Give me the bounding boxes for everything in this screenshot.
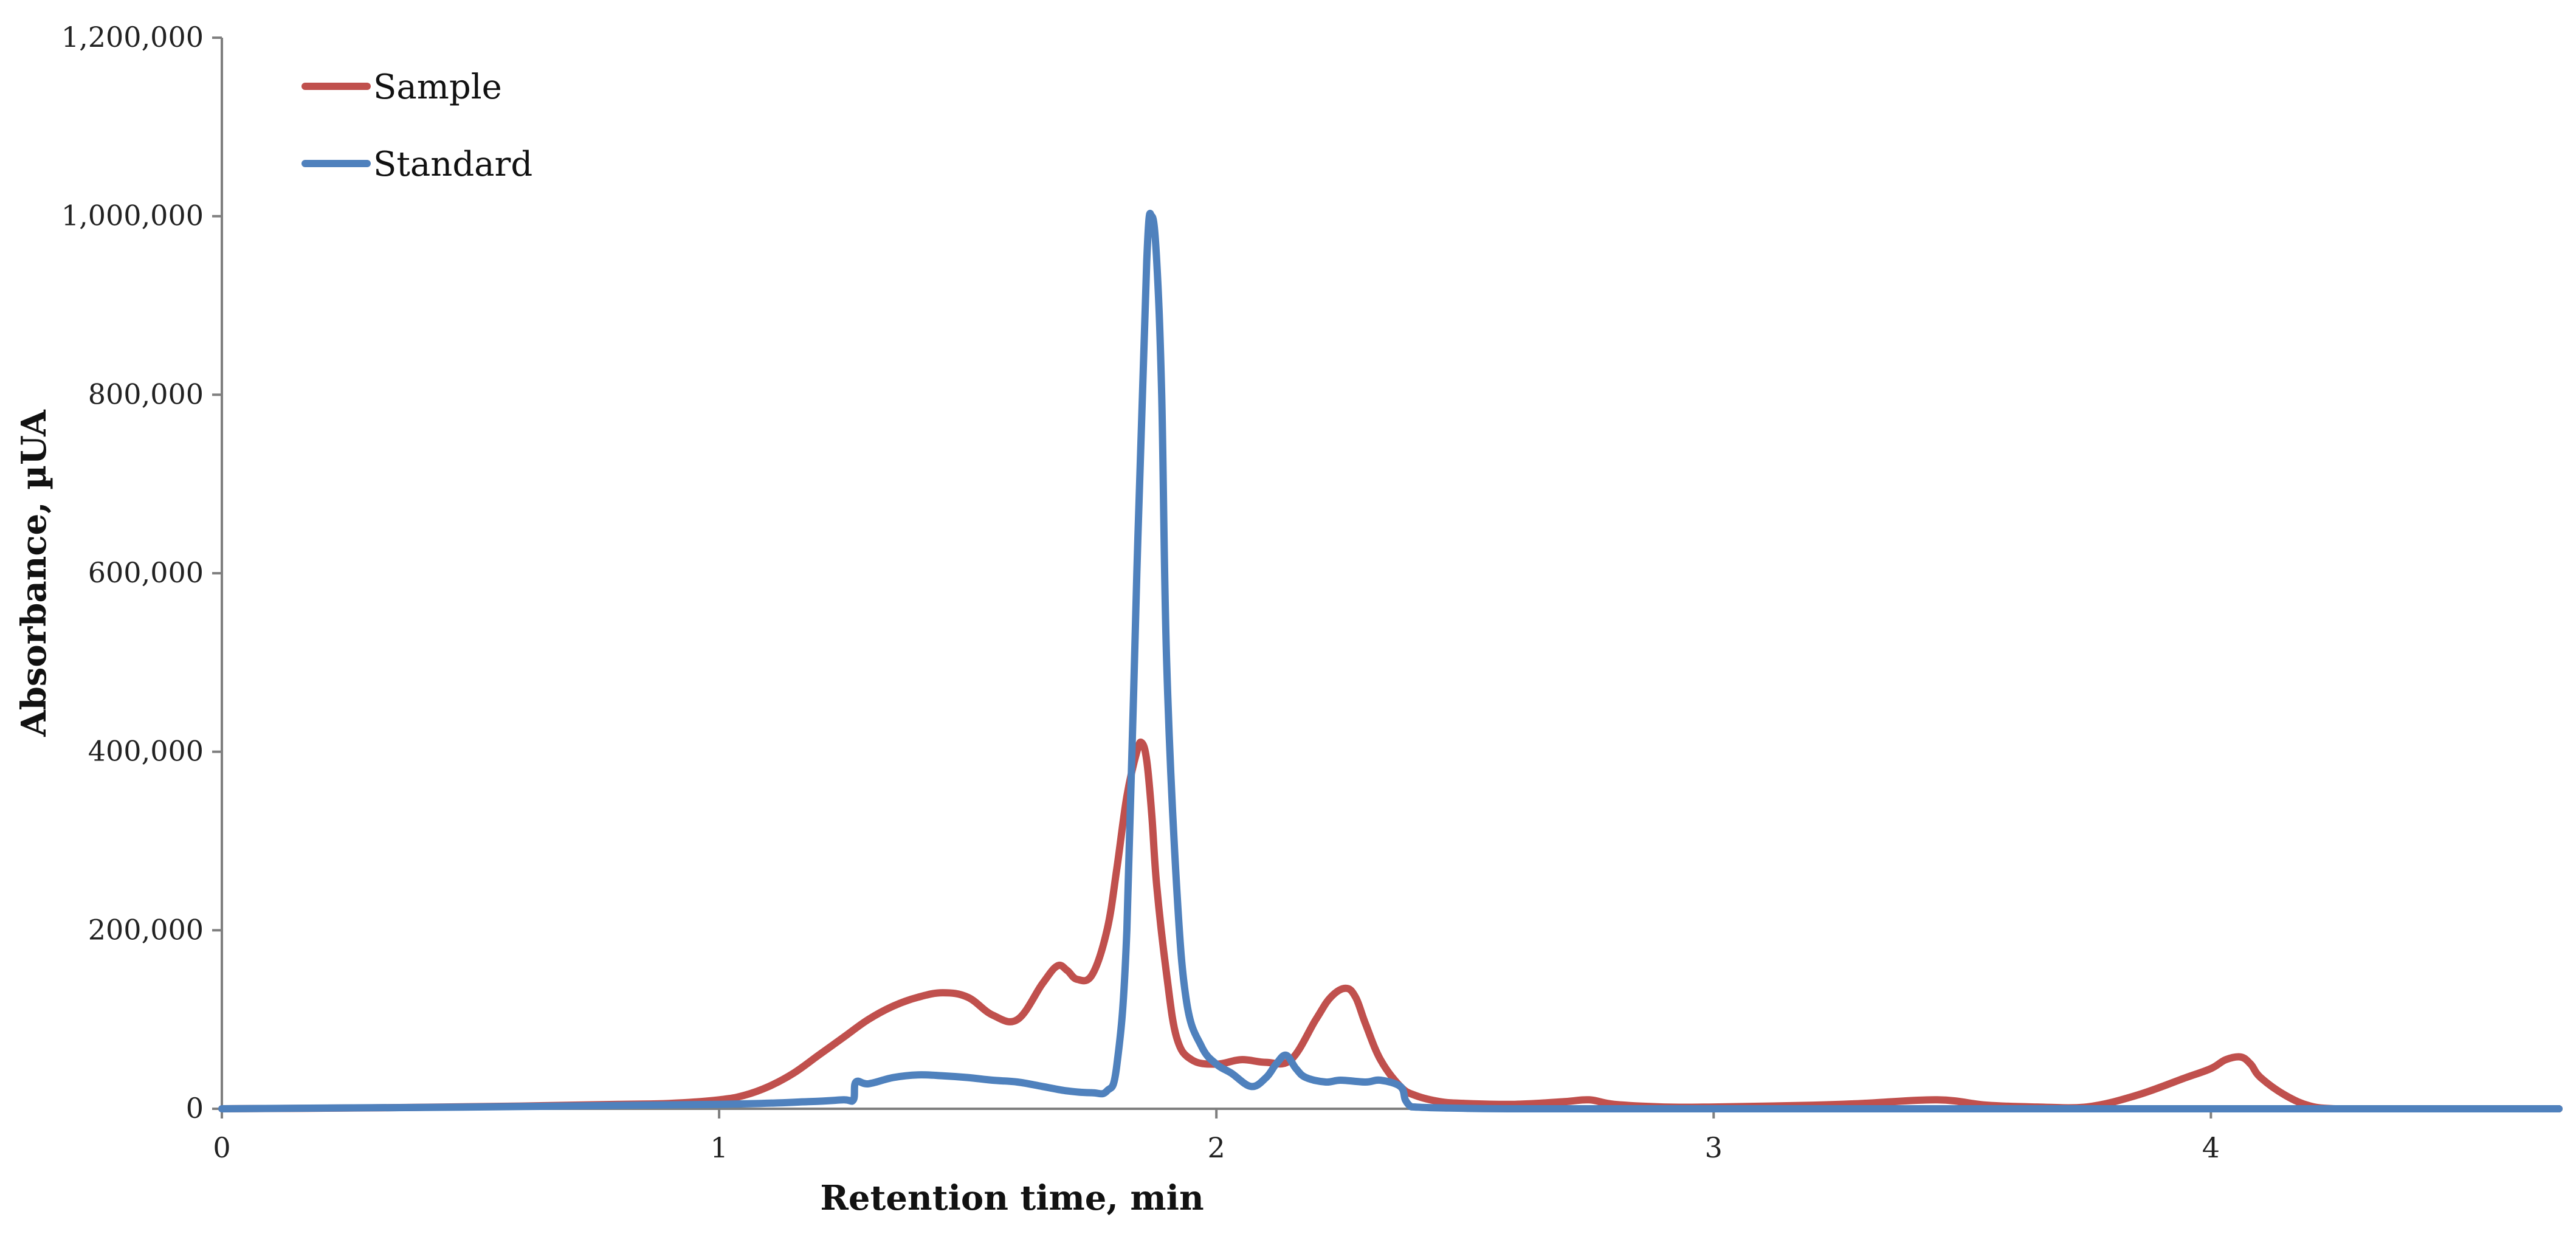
legend-label-sample: Sample xyxy=(373,67,502,107)
x-tick-label: 0 xyxy=(213,1131,230,1164)
x-tick-label: 1 xyxy=(710,1131,728,1164)
y-tick-label: 200,000 xyxy=(88,913,204,946)
legend-label-standard: Standard xyxy=(373,145,532,184)
y-tick-label: 400,000 xyxy=(88,735,204,768)
y-tick-label: 800,000 xyxy=(88,377,204,410)
axes xyxy=(221,38,2559,1110)
y-tick-label: 1,000,000 xyxy=(61,199,204,232)
y-tick-label: 0 xyxy=(186,1092,204,1125)
x-tick-label: 2 xyxy=(1208,1131,1225,1164)
y-axis-title: Absorbance, µUA xyxy=(14,409,54,737)
series-line-standard xyxy=(218,210,2563,1113)
y-ticks: 0 200,000 400,000 600,000 800,000 1,000,000 1,… xyxy=(61,21,222,1125)
x-tick-label: 3 xyxy=(1705,1131,1723,1164)
series-layer xyxy=(218,210,2563,1113)
x-axis-title: Retention time, min xyxy=(820,1178,1204,1218)
series-line-sample xyxy=(218,738,2563,1113)
x-ticks: 0 1 2 3 4 xyxy=(213,1109,2220,1164)
legend: Sample Standard xyxy=(301,67,532,184)
y-tick-label: 600,000 xyxy=(88,556,204,589)
x-tick-label: 4 xyxy=(2202,1131,2220,1164)
y-tick-label: 1,200,000 xyxy=(61,21,204,53)
